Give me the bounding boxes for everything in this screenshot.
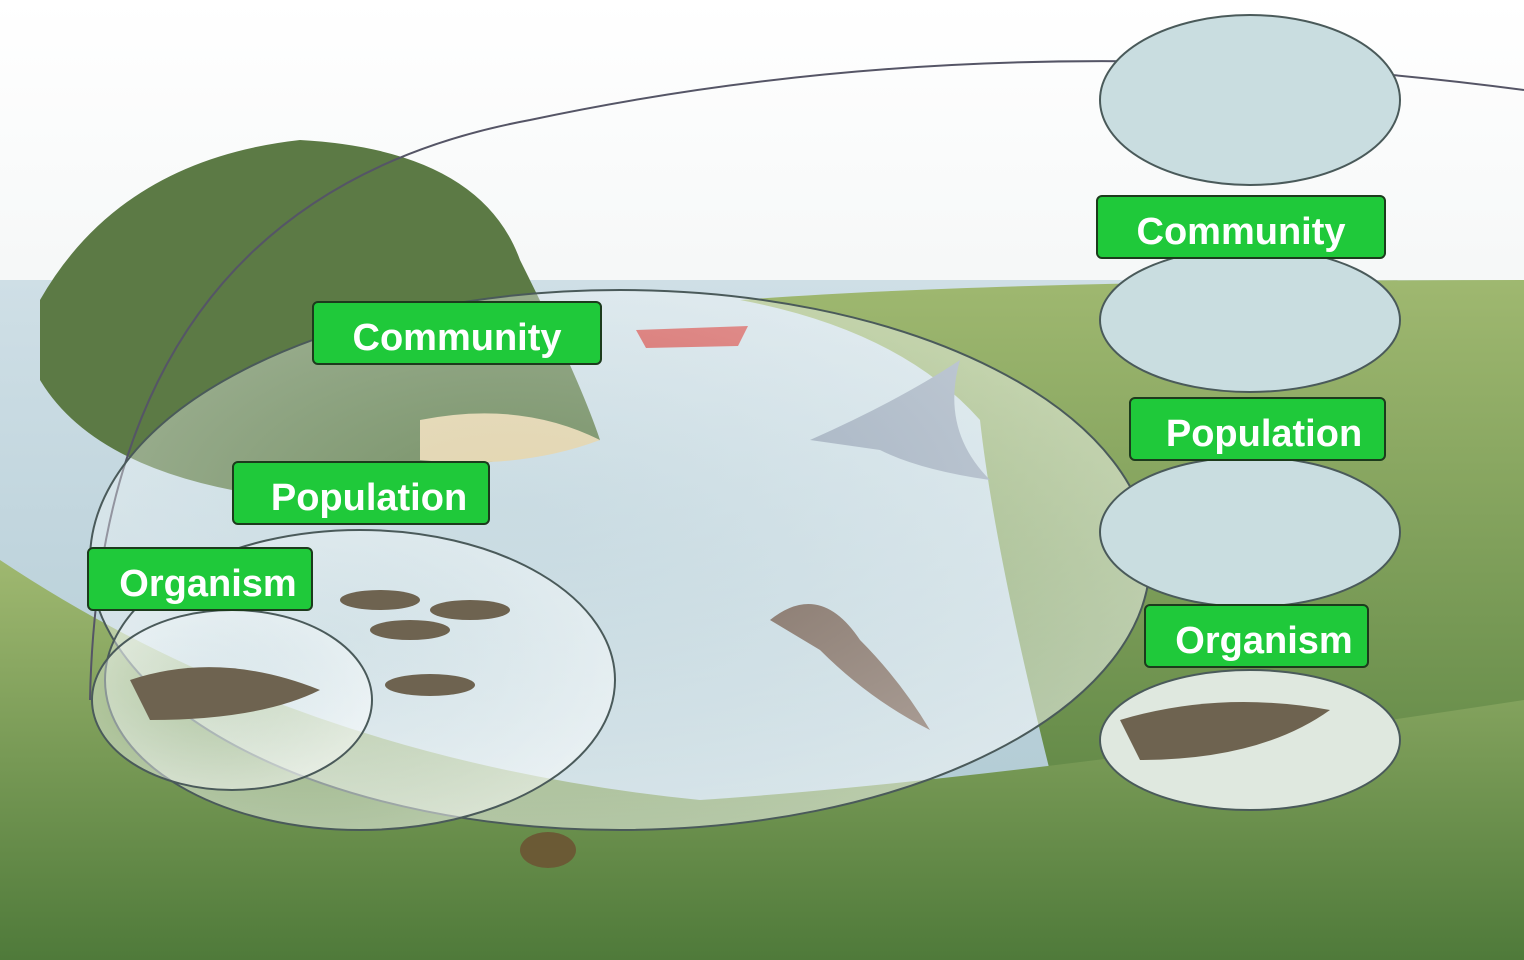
population-thumb [1099,456,1401,608]
label: Community [353,317,562,359]
label-box [232,461,490,525]
community-thumb [1099,247,1401,393]
label: Community [1137,211,1346,253]
label: Population [271,477,467,519]
turtle [520,832,576,868]
label-box [1144,604,1369,668]
alligator-group [340,590,510,696]
label: Organism [1175,620,1352,662]
marsh-front [0,560,1524,960]
label: Organism [119,563,296,605]
label: Population [1166,413,1362,455]
ecosystem-thumb [1099,14,1401,186]
alligator [130,667,320,720]
label-box [1096,195,1386,259]
thumb-alligator [1120,702,1330,760]
label-box [87,547,313,611]
label-box [1129,397,1386,461]
label-box [312,301,602,365]
